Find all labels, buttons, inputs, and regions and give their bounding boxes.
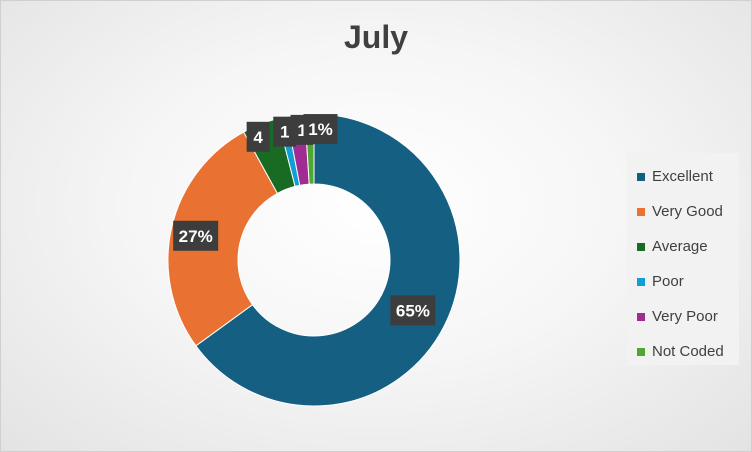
data-label-text: 1%: [308, 120, 333, 139]
legend-item-average: Average: [627, 229, 739, 264]
legend-swatch: [637, 277, 645, 286]
slice-very-good: [167, 131, 279, 347]
legend-swatch: [637, 312, 645, 321]
data-label-box: [273, 116, 297, 147]
data-label-box: [390, 295, 436, 326]
legend-item-very-poor: Very Poor: [627, 299, 739, 334]
data-label-text: 65%: [396, 301, 430, 320]
legend-swatch: [637, 347, 645, 356]
legend-label: Excellent: [652, 168, 713, 185]
slice-excellent: [195, 113, 461, 407]
legend-label: Average: [652, 238, 708, 255]
legend-item-not-coded: Not Coded: [627, 334, 739, 369]
legend-swatch: [637, 172, 645, 181]
data-label-text: 1: [280, 123, 289, 142]
legend-label: Very Good: [652, 203, 723, 220]
data-label-text: 4: [253, 128, 263, 147]
data-label-excellent: 65%: [390, 295, 436, 326]
legend: Excellent Very Good Average Poor Very Poor No…: [627, 153, 739, 365]
data-label-poor: 1: [273, 116, 297, 147]
data-label-text: 1: [297, 121, 306, 140]
legend-swatch: [637, 207, 645, 216]
legend-label: Not Coded: [652, 343, 724, 360]
data-label-average: 4: [246, 121, 270, 152]
data-label-box: [173, 220, 219, 251]
data-label-not-coded: 1%: [303, 114, 338, 145]
data-label-very-good: 27%: [173, 220, 219, 251]
data-label-text: 27%: [179, 227, 213, 246]
data-label-box: [303, 114, 338, 145]
legend-label: Poor: [652, 273, 684, 290]
legend-label: Very Poor: [652, 308, 718, 325]
chart-title: July: [343, 19, 409, 55]
legend-item-poor: Poor: [627, 264, 739, 299]
legend-item-very-good: Very Good: [627, 194, 739, 229]
legend-item-excellent: Excellent: [627, 159, 739, 194]
legend-swatch: [637, 242, 645, 251]
data-label-box: [246, 121, 270, 152]
